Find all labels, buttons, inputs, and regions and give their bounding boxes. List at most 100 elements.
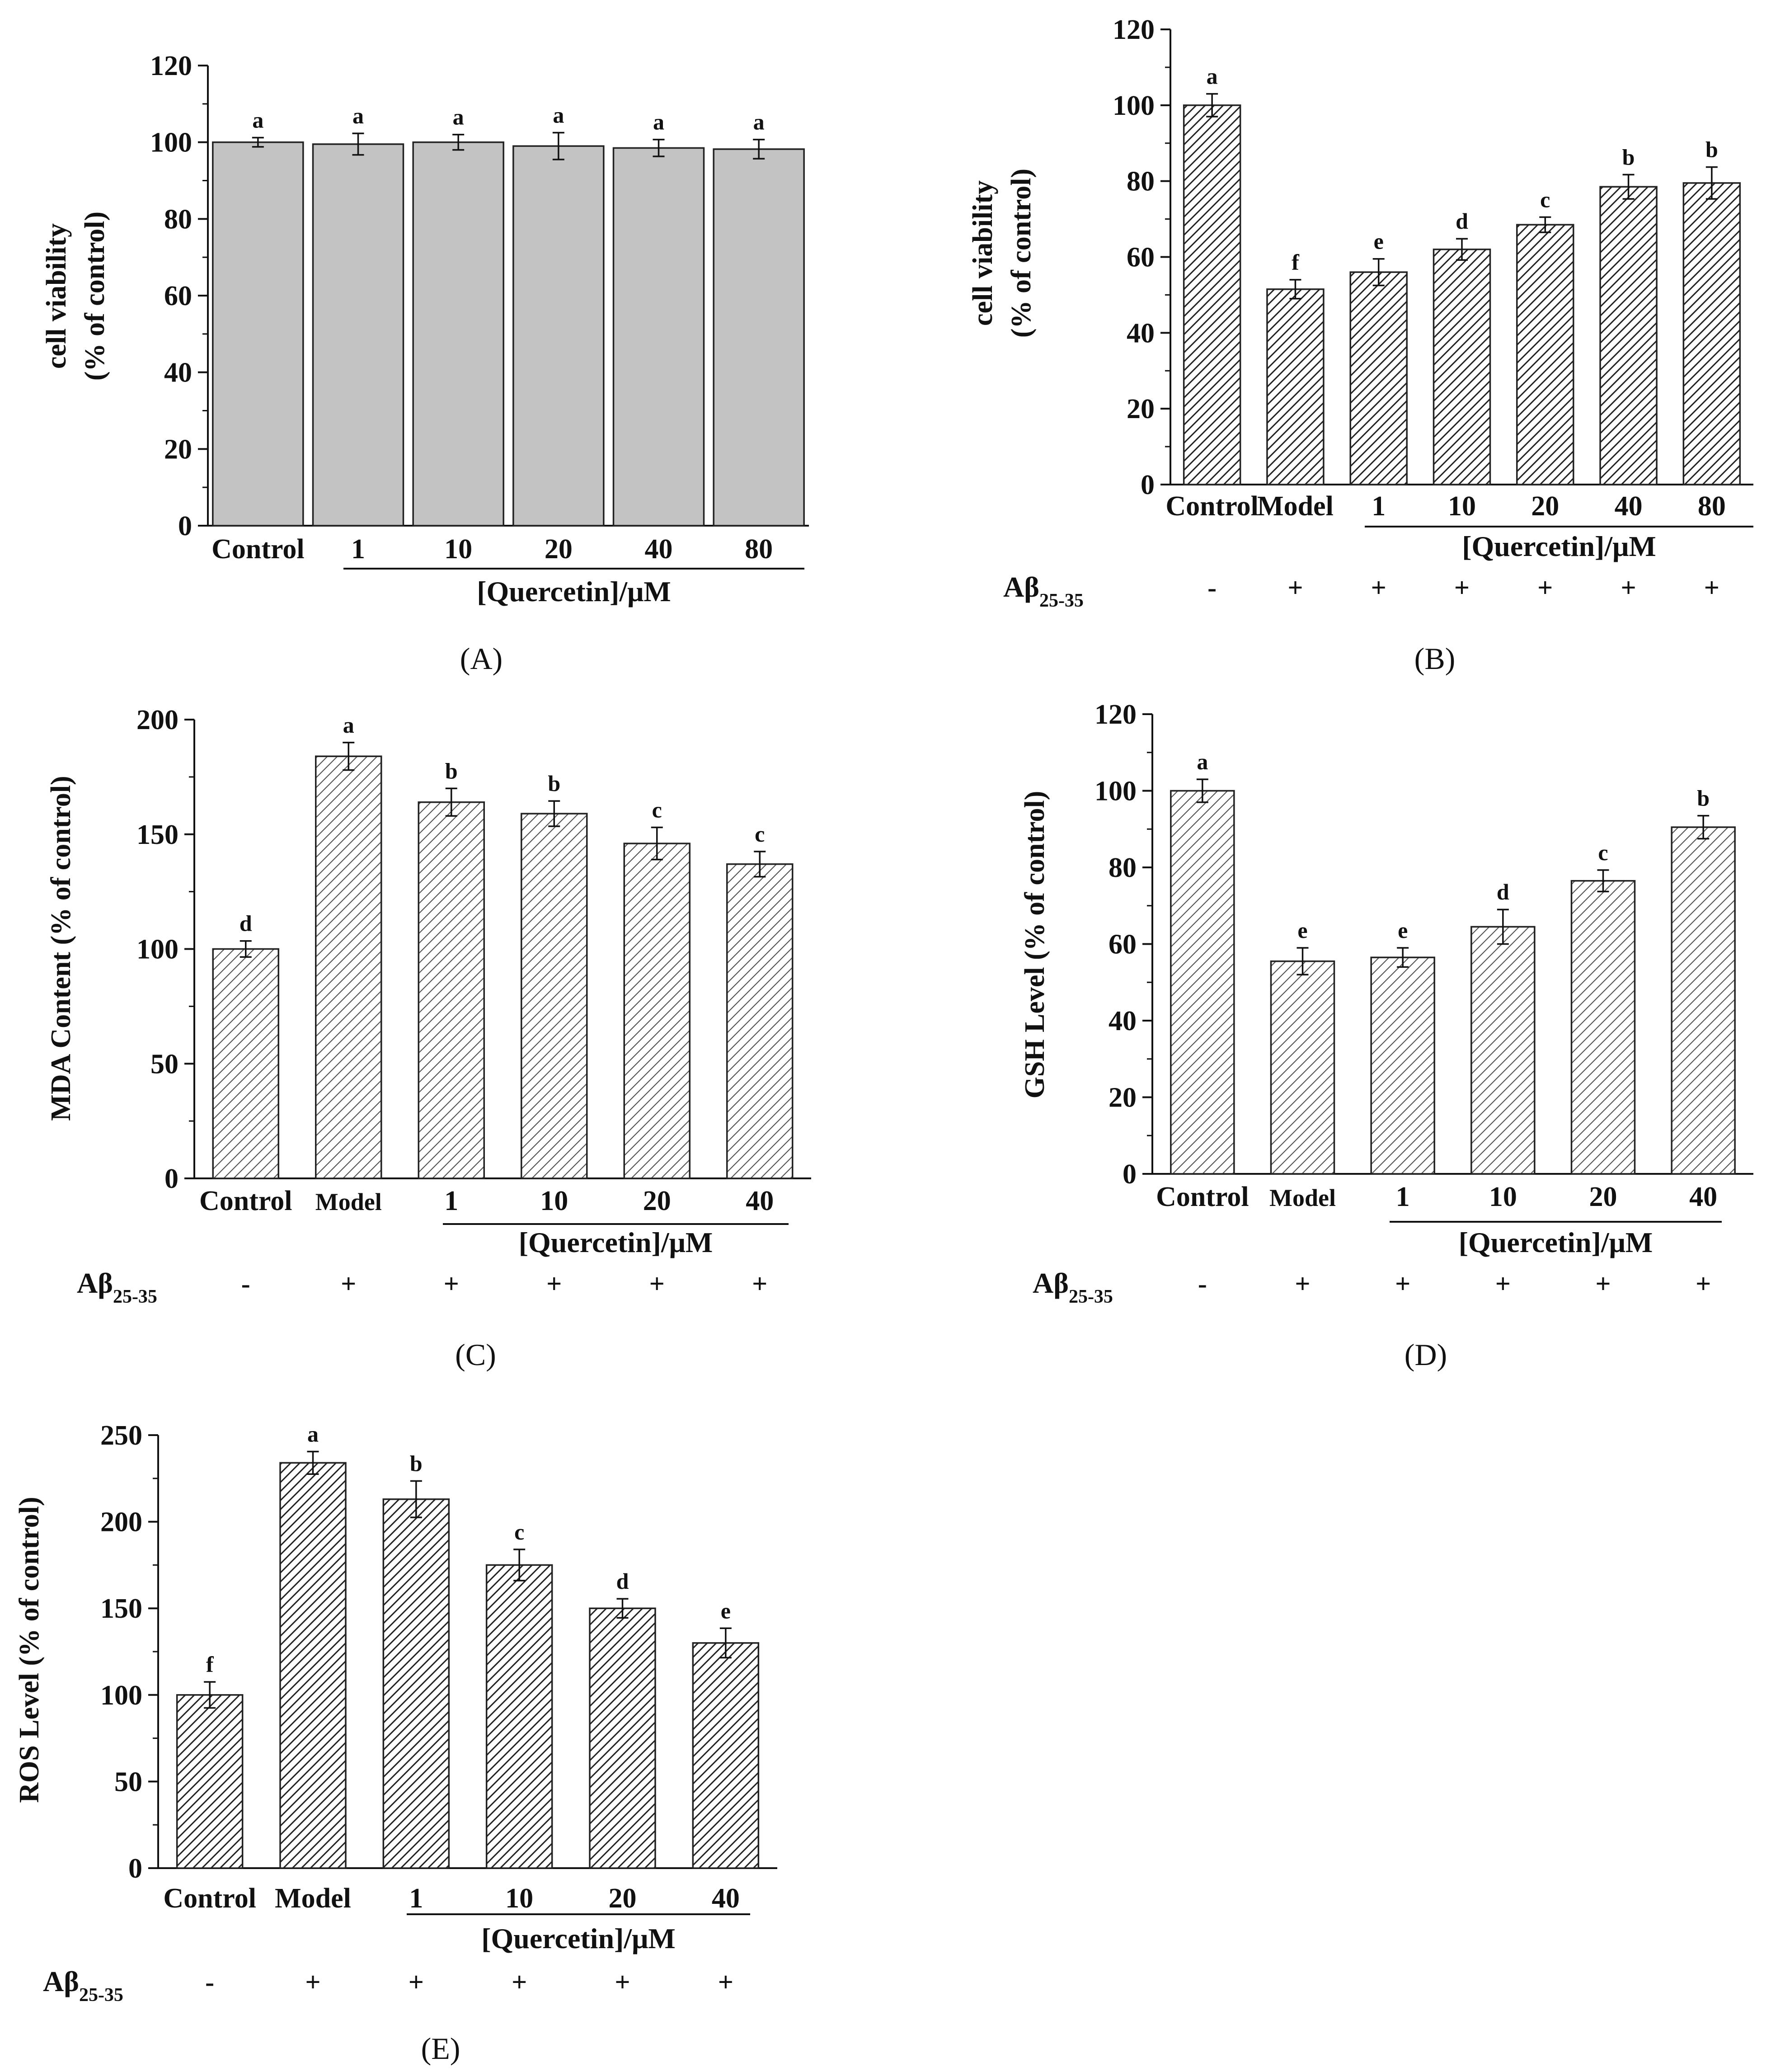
category-label: 10 (1448, 491, 1476, 522)
abeta-sign: + (752, 1269, 767, 1299)
panel-label: (E) (421, 2031, 460, 2066)
significance-letter: b (548, 771, 560, 796)
abeta-sign: + (1595, 1269, 1611, 1299)
significance-letter: e (1297, 918, 1307, 943)
significance-letter: b (410, 1451, 423, 1476)
y-tick-label: 40 (1127, 318, 1155, 348)
bar (1170, 790, 1235, 1175)
bar (1470, 926, 1536, 1175)
significance-letter: f (1292, 250, 1300, 275)
bar (589, 1607, 656, 1869)
category-label: Control (1156, 1182, 1249, 1212)
category-label: 1 (1396, 1182, 1410, 1212)
abeta-sign: - (1207, 573, 1217, 603)
bar (1599, 186, 1658, 485)
y-tick-label: 60 (164, 281, 192, 311)
bar (623, 843, 691, 1179)
category-label: 1 (409, 1883, 423, 1914)
y-tick-label: 200 (136, 705, 179, 735)
significance-letter: f (206, 1652, 214, 1677)
panel-label: (B) (1414, 641, 1456, 676)
abeta-sign: + (409, 1967, 424, 1997)
category-label: 1 (444, 1186, 458, 1216)
abeta-sign: + (1295, 1269, 1310, 1299)
abeta-sign: + (718, 1967, 733, 1997)
category-label: Model (1269, 1184, 1336, 1211)
abeta-sign: + (1704, 573, 1719, 603)
category-label: Model (315, 1188, 382, 1215)
significance-letter: e (721, 1598, 731, 1623)
y-axis-label: cell viability (41, 223, 72, 369)
abeta-sign: + (1395, 1269, 1410, 1299)
category-label: 1 (1372, 491, 1386, 522)
y-tick-label: 100 (100, 1680, 142, 1711)
y-tick-label: 60 (1109, 929, 1137, 960)
significance-letter: c (1540, 187, 1550, 212)
panel-label: (D) (1405, 1337, 1447, 1372)
y-axis-label: ROS Level (% of control) (14, 1497, 45, 1803)
y-tick-label: 50 (150, 1049, 179, 1079)
y-axis-label: (% of control) (1006, 169, 1037, 338)
category-label: 80 (1698, 491, 1726, 522)
abeta-label: Aβ25-35 (43, 1965, 123, 2006)
category-label: Control (199, 1186, 292, 1216)
category-label: 40 (1689, 1182, 1717, 1212)
abeta-sign: + (1371, 573, 1386, 603)
abeta-sign: + (305, 1967, 320, 1997)
group-label: [Quercetin]/μM (481, 1922, 676, 1954)
bar (726, 863, 794, 1179)
significance-letter: a (753, 109, 765, 135)
y-tick-label: 120 (1095, 699, 1137, 730)
bar (279, 1462, 347, 1869)
category-label: 20 (1531, 491, 1559, 522)
significance-letter: b (1705, 137, 1718, 162)
bar (176, 1694, 244, 1869)
y-axis-label: GSH Level (% of control) (1019, 791, 1050, 1099)
y-tick-label: 100 (1113, 90, 1155, 121)
category-label: 10 (505, 1883, 533, 1914)
significance-letter: d (240, 911, 252, 936)
y-tick-label: 80 (164, 204, 192, 235)
significance-letter: c (514, 1519, 524, 1545)
abeta-sign: + (1621, 573, 1636, 603)
abeta-sign: - (241, 1269, 250, 1299)
significance-letter: a (352, 103, 364, 128)
bar (1516, 224, 1574, 485)
group-label: [Quercetin]/μM (1459, 1226, 1653, 1258)
y-tick-label: 150 (136, 819, 179, 850)
category-label: 20 (609, 1883, 637, 1914)
abeta-sign: + (1287, 573, 1303, 603)
panel-C: 0 50 100 150 200 MDA Content (% of control) d C… (46, 705, 811, 1372)
bar (382, 1498, 450, 1869)
significance-letter: e (1374, 229, 1384, 254)
y-tick-label: 150 (100, 1593, 142, 1624)
bar (1570, 880, 1636, 1175)
y-tick-label: 20 (1109, 1083, 1137, 1113)
category-label: 1 (351, 534, 365, 565)
category-label: Control (163, 1883, 256, 1914)
category-label: Control (1165, 491, 1259, 522)
bar (1270, 960, 1335, 1175)
abeta-sign: + (512, 1967, 527, 1997)
category-label: Model (275, 1883, 351, 1914)
y-tick-label: 20 (1127, 394, 1155, 424)
significance-letter: d (1456, 208, 1468, 234)
abeta-sign: + (1537, 573, 1553, 603)
panel-E: 0 50 100 150 200 250 ROS Level (% of control) f… (14, 1420, 777, 2066)
panel-label: (C) (455, 1337, 496, 1372)
abeta-sign: - (1198, 1269, 1207, 1299)
y-tick-label: 0 (1123, 1159, 1137, 1190)
bar (312, 143, 404, 527)
abeta-sign: + (1696, 1269, 1711, 1299)
y-axis-label: cell viability (968, 180, 998, 326)
abeta-label: Aβ25-35 (1033, 1267, 1113, 1307)
abeta-label: Aβ25-35 (1003, 571, 1084, 611)
y-tick-label: 200 (100, 1507, 142, 1538)
significance-letter: d (616, 1568, 629, 1594)
bar (1266, 288, 1325, 485)
y-tick-label: 120 (1113, 14, 1155, 45)
